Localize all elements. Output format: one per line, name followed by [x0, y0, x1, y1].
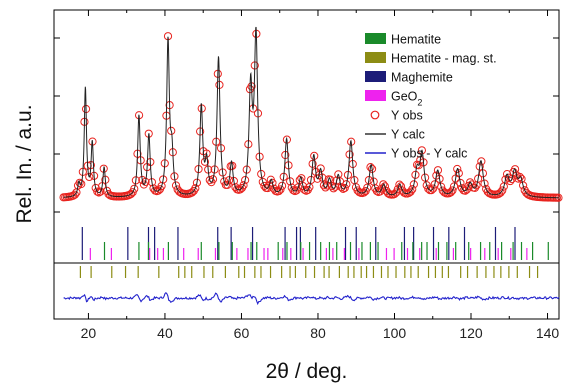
y-axis-title: Rel. In. / a.u.: [13, 104, 36, 223]
x-axis-title: 2θ / deg.: [266, 360, 348, 383]
y-obs-point: [480, 179, 489, 188]
y-obs-point: [75, 178, 84, 187]
y-obs-point: [202, 149, 211, 158]
y-obs-point: [396, 182, 406, 191]
y-obs-point: [263, 183, 272, 193]
x-tick-label: 20: [81, 325, 97, 341]
plot-frame: [53, 9, 560, 320]
x-tick-label: 60: [234, 325, 250, 341]
legend-label: Y obs: [391, 109, 423, 123]
y-obs-point: [453, 164, 462, 174]
y-obs-point: [506, 176, 515, 186]
y-obs-point: [498, 186, 507, 195]
y-obs-point: [329, 184, 338, 193]
legend-swatch: [370, 110, 380, 120]
x-tick-label: 100: [383, 325, 407, 341]
y-obs-point: [470, 183, 480, 192]
y-obs-point: [241, 176, 250, 185]
y-obs-point: [456, 178, 465, 188]
y-diff-series: [63, 291, 560, 306]
y-obs-point: [340, 183, 349, 193]
y-obs-point: [332, 176, 341, 185]
y-obs-point: [331, 182, 340, 191]
y-obs-point: [454, 169, 463, 178]
y-obs-point: [200, 157, 210, 166]
y-obs-point: [85, 172, 94, 182]
y-calc-line: [63, 26, 559, 199]
legend-swatch: [365, 90, 386, 101]
legend-label: Maghemite: [391, 71, 453, 85]
legend-label: Hematite - mag. st.: [391, 52, 497, 66]
x-tick-label: 140: [536, 325, 560, 341]
y-obs-point: [414, 161, 423, 170]
y-obs-point: [406, 187, 415, 196]
y-obs-point: [191, 184, 200, 193]
y-obs-point: [167, 126, 176, 135]
y-obs-point: [408, 185, 417, 194]
reflection-markers: [79, 227, 549, 278]
x-tick-label: 120: [459, 325, 483, 341]
x-tick-label: 40: [157, 325, 173, 341]
y-obs-point: [326, 175, 335, 184]
y-obs-point: [515, 172, 525, 182]
y-obs-point: [268, 178, 277, 187]
legend-swatch: [365, 71, 386, 82]
y-obs-point: [321, 183, 330, 192]
y-obs-point: [417, 146, 426, 155]
y-axis-ticks: [54, 37, 559, 213]
y-obs-point: [433, 166, 443, 175]
y-obs-point: [474, 174, 483, 183]
y-obs-point: [159, 175, 168, 184]
y-obs-point: [205, 176, 214, 185]
legend: Hematite Hematite - mag. st. Maghemite GeO2…: [365, 33, 497, 161]
y-obs-point: [70, 190, 79, 199]
legend-label: GeO2: [391, 90, 422, 108]
y-obs-point: [239, 181, 248, 190]
y-obs-point: [342, 180, 351, 189]
y-obs-point: [379, 180, 388, 189]
y-obs-point: [519, 181, 528, 190]
legend-label: Y calc: [391, 128, 425, 142]
y-obs-point: [449, 182, 459, 191]
y-obs-point: [477, 157, 486, 166]
y-obs-point: [141, 177, 150, 186]
y-obs-point: [192, 178, 202, 187]
y-obs-point: [130, 184, 139, 193]
y-obs-point: [276, 185, 285, 194]
y-obs-point: [316, 164, 325, 173]
y-obs-point: [77, 179, 86, 189]
y-obs-point: [380, 182, 390, 191]
y-obs-point: [297, 174, 306, 183]
y-obs-point: [277, 181, 287, 190]
legend-swatch: [365, 52, 386, 63]
y-obs-point: [510, 165, 520, 174]
y-obs-point: [448, 186, 457, 195]
y-obs-point: [223, 180, 232, 189]
y-obs-point: [429, 184, 438, 193]
y-obs-point: [313, 174, 322, 183]
y-obs-point: [363, 183, 372, 192]
y-diff-line: [63, 291, 560, 306]
y-obs-point: [224, 176, 234, 185]
y-obs-point: [286, 177, 295, 186]
y-obs-point: [94, 188, 104, 197]
x-axis-ticks: 20 40 60 80 100 120 140: [81, 10, 560, 341]
legend-swatch: [365, 33, 386, 44]
y-obs-point: [409, 180, 418, 189]
legend-label: Y obs - Y calc: [391, 147, 467, 161]
y-calc-series: [63, 26, 559, 199]
x-tick-label: 80: [310, 325, 326, 341]
legend-label: Hematite: [391, 33, 441, 47]
